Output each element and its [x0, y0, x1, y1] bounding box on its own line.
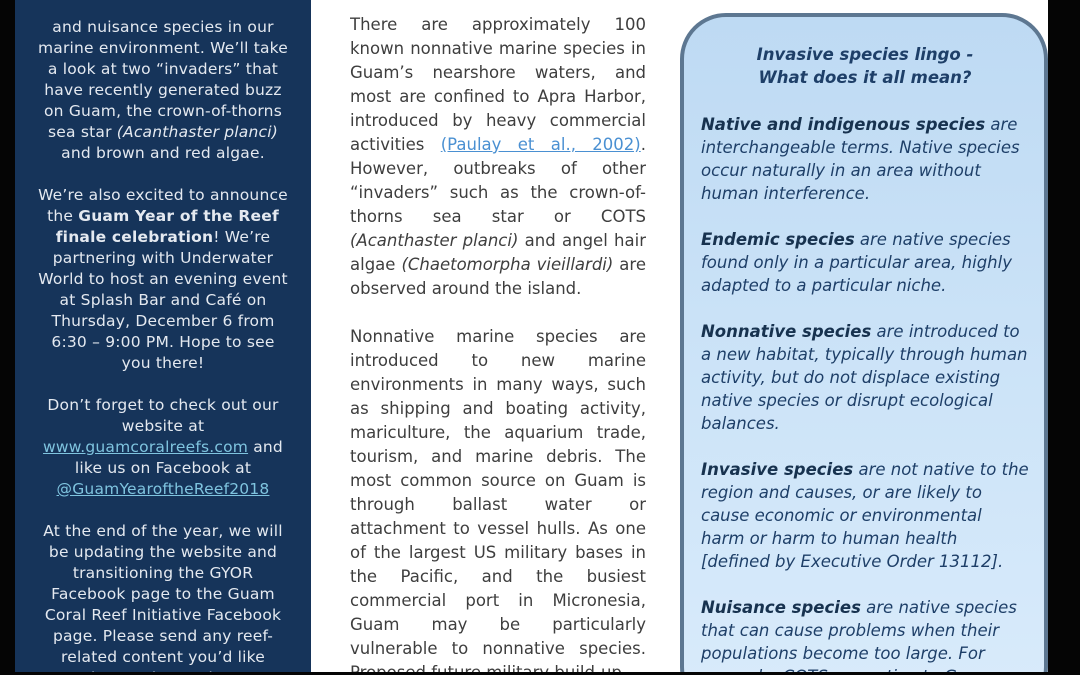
article-text: and angel hair algae	[350, 231, 646, 274]
page-edge-bottom	[0, 672, 1080, 675]
citation-link[interactable]: (Paulay et al., 2002)	[440, 135, 641, 154]
species-latin-name: (Acanthaster planci)	[116, 123, 279, 141]
page-edge-left	[0, 0, 15, 675]
definition-term: Invasive species	[701, 460, 854, 479]
sidebar-intro-text: and nuisance species in our marine envir…	[37, 18, 289, 141]
species-latin-name: (Chaetomorpha vieillardi)	[401, 255, 614, 274]
sidebar-intro-text-end: and brown and red algae.	[61, 144, 265, 162]
article-paragraph-2: Nonnative marine species are introduced …	[350, 327, 646, 675]
links-text-middle: and like us on Facebook at	[74, 438, 283, 477]
definition-text: are native species that can cause proble…	[701, 598, 1017, 675]
event-text-end: ! We’re partnering with Underwater World…	[38, 228, 288, 372]
definition-text: are introduced to a new habitat, typical…	[701, 322, 1028, 433]
info-box-title: Invasive species lingo - What does it al…	[701, 43, 1029, 89]
info-box-title-line1: Invasive species lingo -	[756, 45, 974, 64]
article-paragraph-1: There are approximately 100 known nonnat…	[350, 13, 646, 301]
event-text-start: We’re also excited to announce the	[38, 186, 288, 225]
definition-endemic: Endemic species are native species found…	[701, 228, 1029, 297]
definition-text: are native species found only in a parti…	[701, 230, 1012, 295]
glossary-info-box: Invasive species lingo - What does it al…	[680, 13, 1048, 675]
article-text: There are approximately 100 known nonnat…	[350, 15, 646, 154]
definition-nuisance: Nuisance species are native species that…	[701, 596, 1029, 675]
sidebar-paragraph-event: We’re also excited to announce the Guam …	[36, 185, 290, 374]
info-box-title-line2: What does it all mean?	[758, 68, 972, 87]
species-latin-name: (Acanthaster planci)	[350, 231, 519, 250]
definition-term: Endemic species	[701, 230, 855, 249]
definition-text: are not native to the region and causes,…	[701, 460, 1029, 571]
definition-nonnative: Nonnative species are introduced to a ne…	[701, 320, 1029, 435]
links-text-start: Don’t forget to check out our website at	[47, 396, 279, 435]
sidebar-paragraph-intro: and nuisance species in our marine envir…	[36, 17, 290, 164]
definition-term: Nonnative species	[701, 322, 872, 341]
website-link[interactable]: www.guamcoralreefs.com	[43, 438, 249, 456]
main-article-column: There are approximately 100 known nonnat…	[350, 0, 646, 675]
definition-native: Native and indigenous species are interc…	[701, 113, 1029, 205]
definition-invasive: Invasive species are not native to the r…	[701, 458, 1029, 573]
article-text: . However, outbreaks of other “invaders”…	[350, 135, 646, 226]
event-highlight: Guam Year of the Reef finale celebration	[55, 207, 279, 246]
facebook-link[interactable]: @GuamYearoftheReef2018	[56, 480, 270, 498]
definition-text: are interchangeable terms. Native specie…	[701, 115, 1020, 203]
page-edge-right	[1048, 0, 1080, 675]
article-text: are observed around the island.	[350, 255, 646, 298]
sidebar-paragraph-outro: At the end of the year, we will be updat…	[43, 522, 283, 675]
left-sidebar-column: and nuisance species in our marine envir…	[15, 0, 311, 675]
sidebar-paragraph-links: Don’t forget to check out our website at…	[36, 395, 290, 500]
definition-term: Nuisance species	[701, 598, 861, 617]
definition-term: Native and indigenous species	[701, 115, 986, 134]
